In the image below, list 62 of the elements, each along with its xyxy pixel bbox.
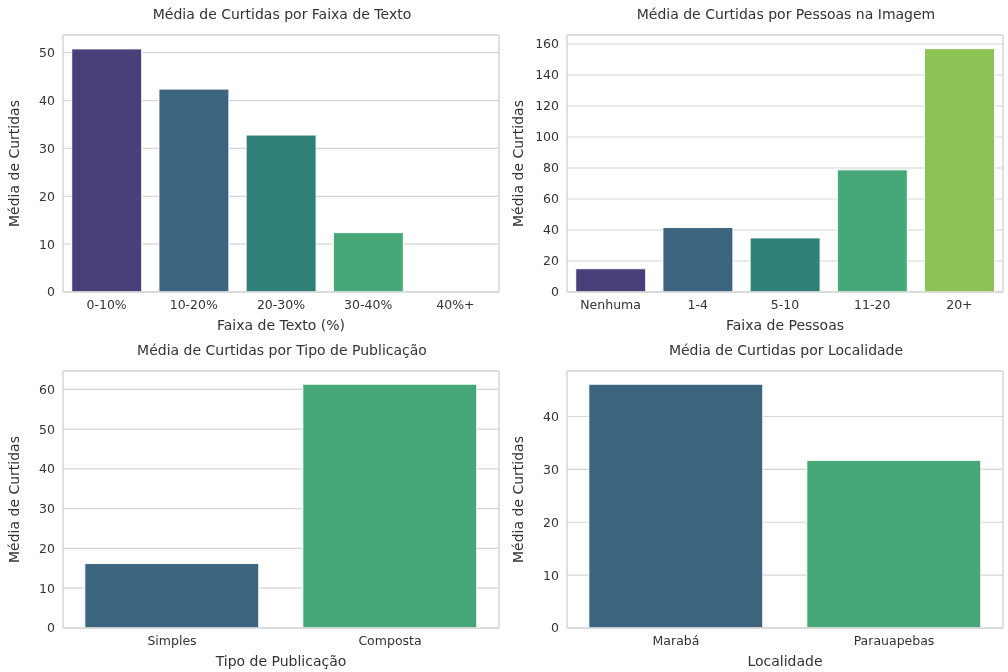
- x-tick-label: 1-4: [687, 296, 709, 312]
- y-tick-label: 10: [543, 567, 560, 583]
- x-tick-label: 40%+: [436, 296, 475, 312]
- bar: [71, 48, 143, 292]
- y-axis-title: Média de Curtidas: [509, 100, 526, 227]
- bar: [158, 88, 230, 292]
- y-tick-label: 30: [39, 501, 56, 517]
- y-tick-label: 60: [39, 381, 56, 397]
- y-axis-title: Média de Curtidas: [509, 436, 526, 563]
- x-tick-label: Composta: [358, 632, 422, 648]
- y-tick-label: 10: [39, 580, 56, 596]
- y-tick-label: 100: [535, 129, 560, 145]
- chart-title: Média de Curtidas por Faixa de Texto: [151, 6, 413, 22]
- bar: [332, 232, 404, 292]
- y-tick-label: 20: [39, 540, 56, 556]
- y-tick-label: 20: [543, 514, 560, 530]
- x-tick-label: 20-30%: [256, 296, 306, 312]
- bar: [924, 48, 996, 292]
- y-axis-title: Média de Curtidas: [5, 436, 22, 563]
- x-axis-title: Faixa de Texto (%): [216, 317, 346, 333]
- x-tick-label: 10-20%: [169, 296, 219, 312]
- x-axis-title: Faixa de Pessoas: [725, 317, 845, 333]
- y-tick-label: 50: [39, 421, 56, 437]
- y-tick-label: 0: [47, 284, 56, 300]
- y-tick-label: 30: [543, 461, 560, 477]
- y-tick-label: 80: [543, 160, 560, 176]
- bar: [662, 227, 734, 292]
- x-axis-title: Tipo de Publicação: [214, 653, 347, 669]
- x-tick-label: Marabá: [652, 632, 700, 648]
- y-tick-label: 160: [535, 36, 560, 52]
- y-tick-label: 50: [39, 45, 56, 61]
- x-tick-label: Nenhuma: [580, 296, 641, 312]
- x-tick-label: Parauapebas: [853, 632, 935, 648]
- y-tick-label: 10: [39, 236, 56, 252]
- y-tick-label: 0: [551, 284, 560, 300]
- bar: [575, 268, 647, 292]
- x-tick-label: 30-40%: [344, 296, 393, 312]
- x-tick-label: Simples: [147, 632, 197, 648]
- y-axis-title: Média de Curtidas: [5, 100, 22, 227]
- bar: [245, 134, 317, 292]
- x-tick-label: 20+: [946, 296, 973, 312]
- y-tick-label: 120: [535, 98, 560, 114]
- x-tick-label: 11-20: [854, 296, 891, 312]
- x-tick-label: 5-10: [770, 296, 800, 312]
- x-tick-label: 0-10%: [86, 296, 127, 312]
- y-tick-label: 0: [47, 620, 56, 636]
- y-tick-label: 20: [39, 188, 56, 204]
- y-tick-label: 40: [543, 408, 560, 424]
- y-tick-label: 40: [39, 93, 56, 108]
- chart-title: Média de Curtidas por Tipo de Publicação: [136, 342, 428, 358]
- y-tick-label: 40: [543, 222, 560, 238]
- bar: [749, 237, 821, 292]
- y-tick-label: 30: [39, 140, 56, 156]
- y-tick-label: 20: [543, 253, 560, 269]
- y-tick-label: 60: [543, 191, 560, 207]
- bar: [836, 169, 908, 292]
- x-axis-title: Localidade: [747, 653, 823, 669]
- y-tick-label: 0: [551, 620, 560, 636]
- y-tick-label: 140: [535, 67, 560, 83]
- chart-title: Média de Curtidas por Localidade: [667, 342, 905, 358]
- chart-title: Média de Curtidas por Pessoas na Imagem: [635, 6, 937, 22]
- y-tick-label: 40: [39, 461, 56, 477]
